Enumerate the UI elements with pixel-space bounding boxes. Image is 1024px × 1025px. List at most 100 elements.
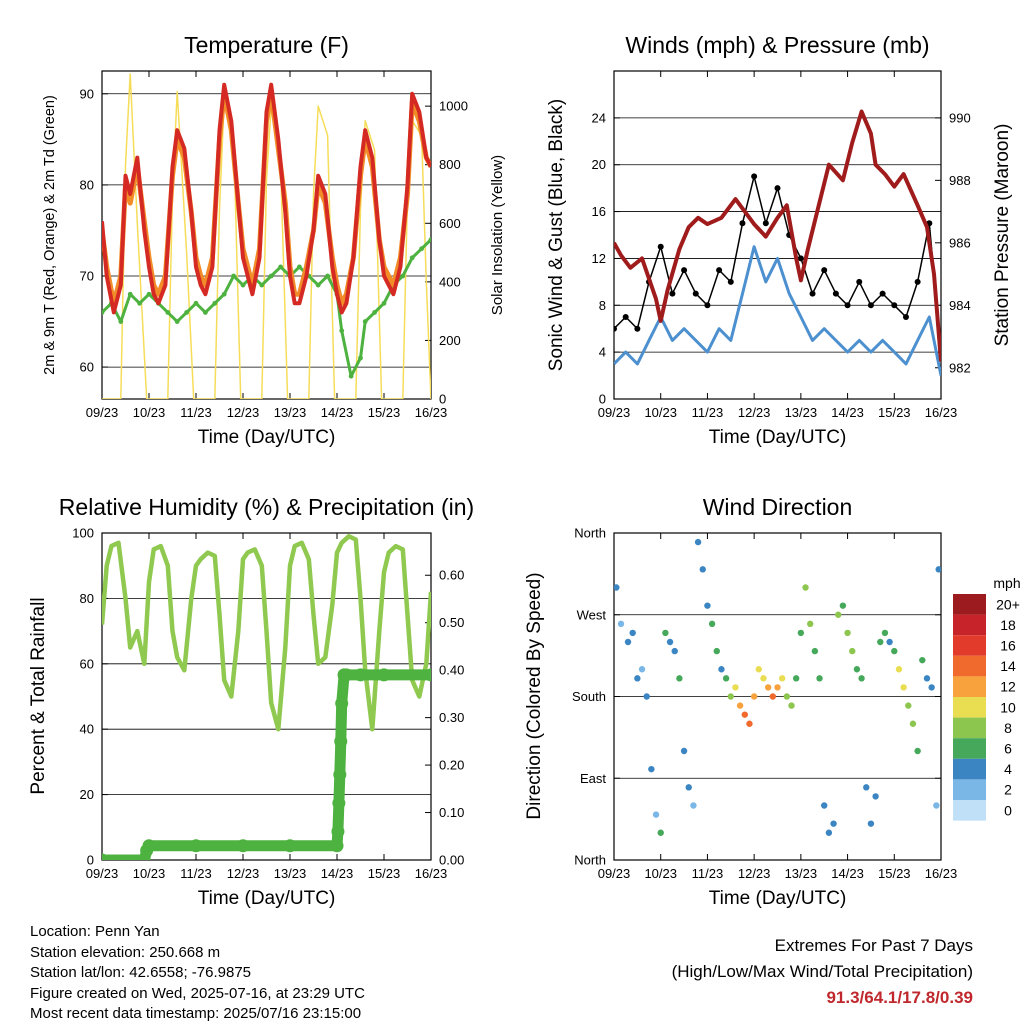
direction-point (690, 802, 697, 809)
colorbar-label: 6 (1004, 741, 1012, 757)
gust-point (681, 267, 688, 274)
x-tick-label: 16/23 (925, 866, 958, 881)
colorbar-label: 18 (1000, 617, 1016, 633)
direction-point (713, 647, 720, 655)
y-tick-label: 16 (592, 204, 606, 219)
rainfall-point (339, 668, 353, 682)
dewpoint-point (381, 300, 387, 306)
x-tick-label: 11/23 (692, 405, 724, 420)
y2-tick-label: 986 (949, 235, 971, 250)
dewpoint-point (278, 264, 283, 270)
y-axis-label: 2m & 9m T (Red, Orange) & 2m Td (Green) (42, 95, 58, 375)
y2-axis-label: Solar Insolation (Yellow) (489, 155, 506, 315)
direction-point (718, 666, 725, 673)
panel-title: Wind Direction (703, 494, 853, 520)
gust-point (914, 278, 921, 285)
dewpoint-point (165, 310, 171, 315)
colorbar-swatch (953, 738, 986, 759)
x-tick-label: 14/23 (831, 866, 864, 881)
rainfall-point (189, 839, 203, 853)
x-tick-label: 10/23 (133, 405, 166, 420)
colorbar-label: 16 (1000, 638, 1016, 654)
rainfall-point (330, 839, 344, 853)
series-wind-line (614, 245, 941, 376)
y-tick-label: 100 (72, 526, 94, 541)
direction-point (891, 647, 898, 655)
dewpoint-point (259, 282, 265, 288)
dewpoint-point (325, 273, 330, 279)
gust-point (891, 302, 898, 309)
panel-title: Winds (mph) & Pressure (mb) (625, 32, 929, 58)
gust-point (692, 290, 699, 297)
direction-point (853, 666, 861, 673)
colorbar-swatch (953, 676, 986, 697)
gust-point (867, 302, 874, 309)
y-tick-label: 90 (80, 86, 94, 101)
gust-point (762, 220, 769, 227)
y2-tick-label: 0.40 (439, 663, 464, 678)
x-tick-label: 12/23 (738, 405, 771, 420)
y-tick-label: 60 (80, 360, 94, 375)
dewpoint-point (400, 273, 406, 279)
dewpoint-point (203, 310, 208, 315)
direction-point (657, 829, 664, 836)
direction-point (802, 584, 809, 591)
y2-tick-label: 988 (949, 173, 971, 188)
dewpoint-point (118, 319, 124, 324)
y-tick-label: North (574, 853, 606, 868)
plot-frame (101, 532, 432, 861)
direction-point (685, 784, 692, 791)
gust-point (856, 278, 863, 285)
direction-point (680, 747, 688, 755)
y-tick-label: 80 (80, 177, 94, 192)
direction-point (867, 820, 875, 827)
rainfall-point (236, 839, 250, 853)
x-axis-label: Time (Day/UTC) (198, 888, 336, 909)
direction-point (624, 638, 632, 646)
dewpoint-point (315, 282, 321, 288)
direction-point (928, 684, 935, 691)
direction-point (825, 829, 833, 836)
rainfall-point (424, 668, 431, 682)
direction-point (830, 820, 837, 827)
x-axis-label: Time (Day/UTC) (709, 427, 847, 448)
direction-point (652, 811, 660, 818)
direction-point (783, 693, 791, 700)
y-tick-label: South (572, 689, 606, 704)
dewpoint-point (362, 319, 368, 324)
dewpoint-point (174, 319, 180, 324)
y-tick-label: 20 (592, 157, 606, 172)
colorbar-swatch (953, 614, 986, 636)
series-humidity-line (102, 534, 431, 732)
x-tick-label: 12/23 (227, 866, 260, 881)
extremes-box: Extremes For Past 7 Days (High/Low/Max W… (672, 933, 973, 1011)
direction-point (835, 611, 842, 618)
direction-point (774, 684, 781, 691)
x-tick-label: 15/23 (878, 866, 911, 881)
y-tick-label: West (577, 607, 607, 622)
rainfall-point (142, 839, 156, 853)
colorbar-label: 8 (1004, 720, 1012, 736)
x-tick-label: 11/23 (692, 866, 724, 881)
y2-tick-label: 0.10 (439, 805, 464, 820)
extremes-subtitle: (High/Low/Max Wind/Total Precipitation) (671, 962, 973, 981)
dewpoint-point (372, 310, 377, 315)
direction-point (722, 675, 730, 682)
series-pressure-line (614, 109, 941, 362)
dewpoint-point (339, 328, 345, 334)
gust-point (844, 302, 851, 309)
dewpoint-point (127, 291, 133, 297)
dewpoint-point (240, 282, 246, 288)
x-tick-label: 13/23 (785, 866, 818, 881)
direction-point (807, 620, 814, 628)
colorbar-label: 20+ (996, 596, 1020, 612)
y2-axis-label: Station Pressure (Maroon) (992, 124, 1013, 347)
series-gust-line (614, 175, 941, 353)
direction-point (905, 702, 912, 709)
gust-point (902, 314, 909, 320)
y-axis-label: Percent & Total Rainfall (28, 597, 49, 794)
direction-point (816, 675, 823, 682)
y-tick-label: 70 (80, 269, 94, 284)
dewpoint-point (137, 300, 143, 306)
direction-point (821, 802, 828, 809)
